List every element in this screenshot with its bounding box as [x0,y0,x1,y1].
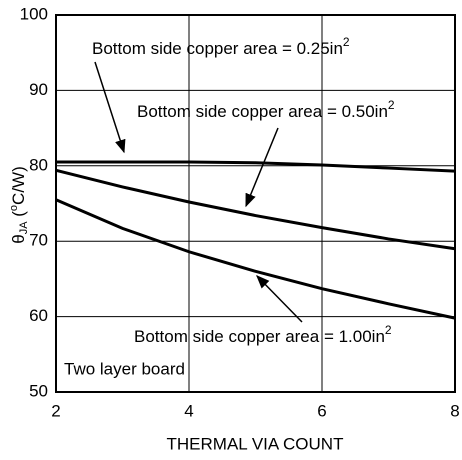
annotation: Two layer board [64,359,185,378]
x-tick-label: 6 [317,401,326,420]
line [55,198,456,320]
series-label: Bottom side copper area = 0.50in2 [137,98,395,121]
line [55,168,456,251]
series-label-text: Bottom side copper area = 1.00in [134,327,385,346]
series-label: Bottom side copper area = 1.00in2 [134,323,392,346]
y-label-symbol: θ [9,234,28,243]
y-tick-label: 80 [29,155,48,174]
arrow [94,61,126,154]
series-label-sup: 2 [343,35,350,49]
arrow [256,275,303,323]
y-tick-label: 60 [29,306,48,325]
x-tick-label: 4 [184,401,193,420]
y-tick-label: 90 [29,80,48,99]
series-label-sup: 2 [385,323,392,337]
x-tick-label: 2 [51,401,60,420]
series-label-sup: 2 [388,98,395,112]
y-axis-label: θJA (oC/W) [8,166,30,244]
x-axis-label: THERMAL VIA COUNT [167,434,344,453]
arrow [245,127,279,208]
x-tick-label: 8 [450,401,459,420]
y-tick-label: 50 [29,381,48,400]
y-tick-label: 70 [29,231,48,250]
series-label: Bottom side copper area = 0.25in2 [92,35,350,58]
y-label-part: ( [9,211,28,222]
series-label-text: Bottom side copper area = 0.50in [137,102,388,121]
y-label-sub: JA [18,221,30,235]
y-tick-label: 100 [20,4,48,23]
y-label-sup: o [8,205,20,211]
y-label-unit: C/W) [9,166,28,205]
series-label-text: Bottom side copper area = 0.25in [92,39,343,58]
plot-frame [55,14,456,393]
line [56,160,456,173]
